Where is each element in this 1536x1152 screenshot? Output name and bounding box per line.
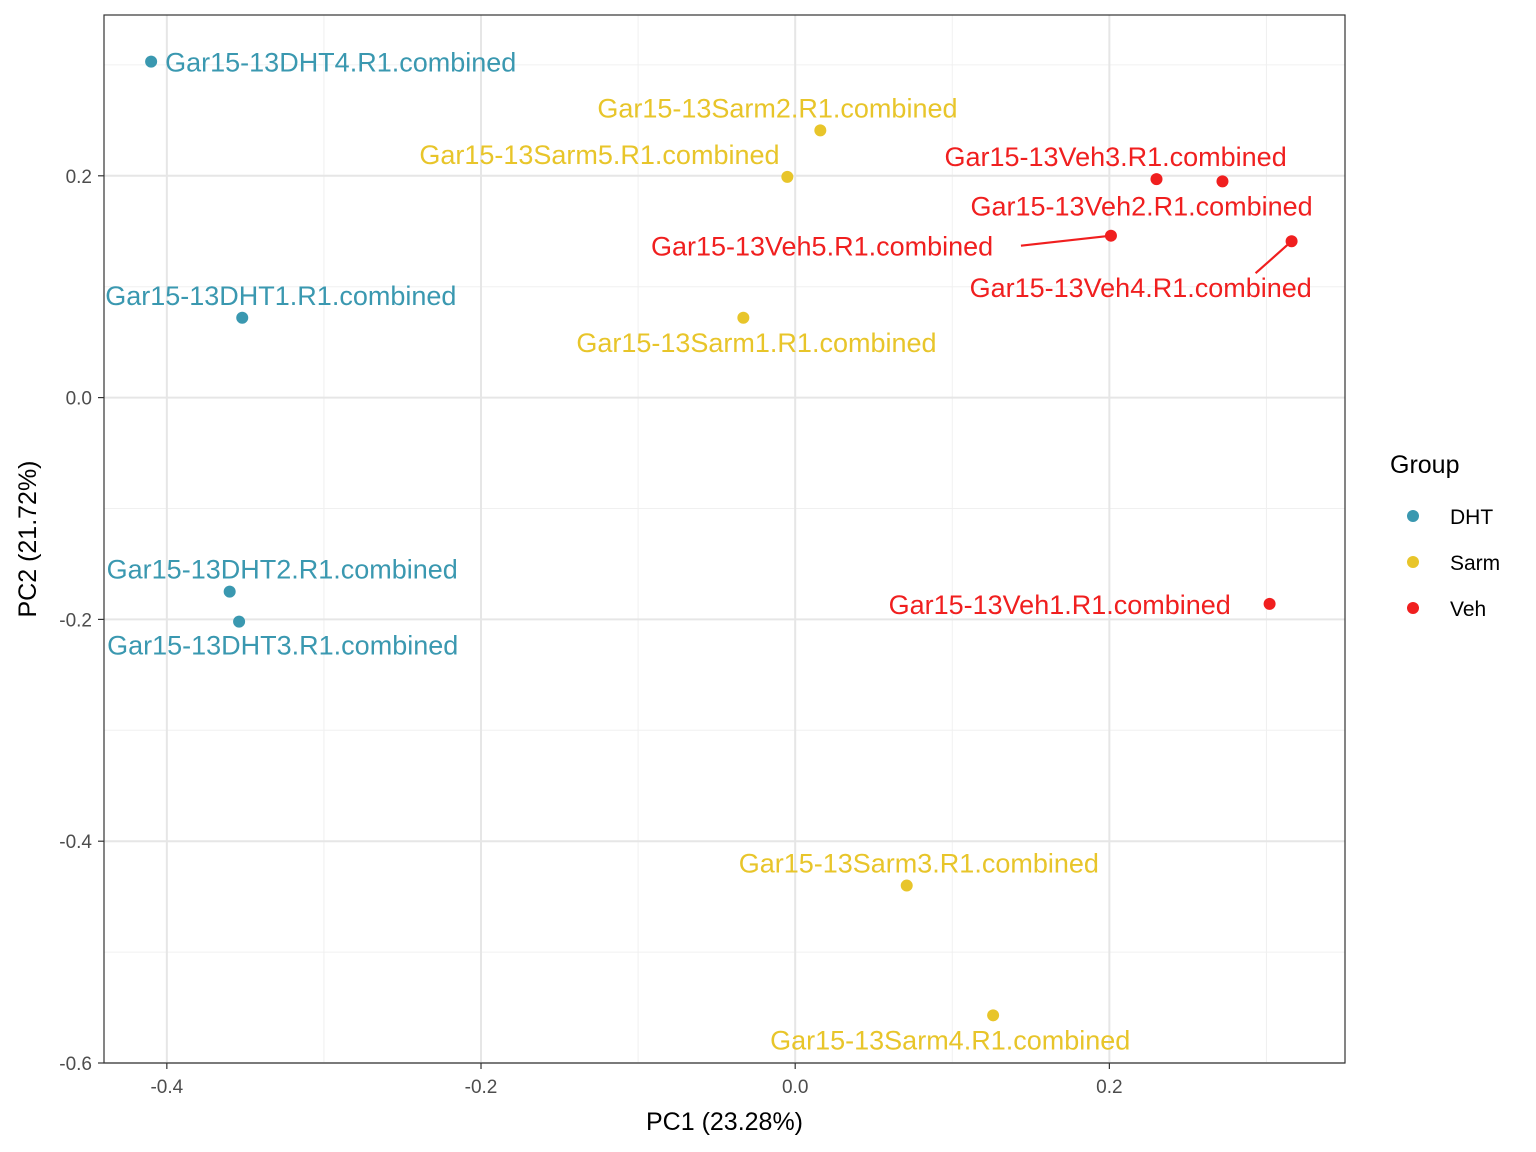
point-label: Gar15-13DHT1.R1.combined (105, 281, 456, 311)
legend-title: Group (1390, 451, 1459, 479)
data-point (781, 170, 794, 183)
point-label: Gar15-13Sarm5.R1.combined (419, 140, 779, 170)
point-label: Gar15-13Veh2.R1.combined (970, 191, 1312, 221)
point-label: Gar15-13Sarm3.R1.combined (739, 849, 1099, 879)
panel-border (103, 14, 1346, 1064)
data-point (236, 311, 249, 324)
data-point (1104, 229, 1117, 242)
label-leader-line (1254, 240, 1293, 275)
point-label: Gar15-13Veh5.R1.combined (651, 232, 993, 262)
x-tick-label: -0.2 (465, 1077, 498, 1098)
axis-ticks: -0.4 -0.2 0.0 0.2 -0.6 -0.4 -0.2 0.0 0.2 (59, 167, 1122, 1098)
point-label: Gar15-13Sarm2.R1.combined (597, 93, 957, 123)
legend-key-sarm (1407, 556, 1419, 568)
grid-lines (104, 15, 1345, 1064)
x-axis-title: PC1 (23.28%) (646, 1108, 803, 1136)
y-tick-label: -0.2 (59, 610, 92, 631)
data-points (145, 55, 1298, 1022)
data-point (900, 879, 913, 892)
data-point (1150, 173, 1163, 186)
y-tick-label: 0.0 (66, 389, 92, 410)
point-labels: Gar15-13DHT4.R1.combined Gar15-13DHT1.R1.… (105, 48, 1312, 1056)
y-axis-title: PC2 (21.72%) (14, 460, 42, 617)
y-tick-label: -0.4 (59, 832, 92, 853)
point-label: Gar15-13Veh1.R1.combined (889, 590, 1231, 620)
data-point (737, 311, 750, 324)
point-label: Gar15-13Veh4.R1.combined (970, 273, 1312, 303)
y-tick-label: 0.2 (66, 167, 92, 188)
x-tick-label: 0.0 (782, 1077, 808, 1098)
point-label: Gar15-13DHT4.R1.combined (165, 48, 516, 78)
y-tick-label: -0.6 (59, 1054, 92, 1075)
legend-label-sarm: Sarm (1450, 552, 1500, 575)
point-label: Gar15-13Veh3.R1.combined (944, 142, 1286, 172)
legend-key-dht (1407, 510, 1419, 522)
data-point (233, 615, 246, 628)
legend-label-dht: DHT (1450, 506, 1493, 529)
x-tick-label: -0.4 (150, 1077, 183, 1098)
point-label: Gar15-13DHT3.R1.combined (107, 631, 458, 661)
data-point (223, 585, 236, 598)
data-point (1285, 235, 1298, 248)
legend-key-veh (1407, 602, 1419, 614)
legend: Group DHT Sarm Veh (1390, 451, 1500, 621)
point-label: Gar15-13Sarm1.R1.combined (576, 328, 936, 358)
data-point (814, 124, 827, 137)
point-label: Gar15-13DHT2.R1.combined (107, 555, 458, 585)
legend-label-veh: Veh (1450, 598, 1486, 621)
data-point (1216, 175, 1229, 188)
x-tick-label: 0.2 (1096, 1077, 1122, 1098)
point-label: Gar15-13Sarm4.R1.combined (770, 1025, 1130, 1055)
data-point (145, 55, 158, 68)
label-leader-lines (1020, 234, 1293, 275)
data-point (987, 1009, 1000, 1022)
label-leader-line (1020, 234, 1112, 247)
data-point (1263, 597, 1276, 610)
